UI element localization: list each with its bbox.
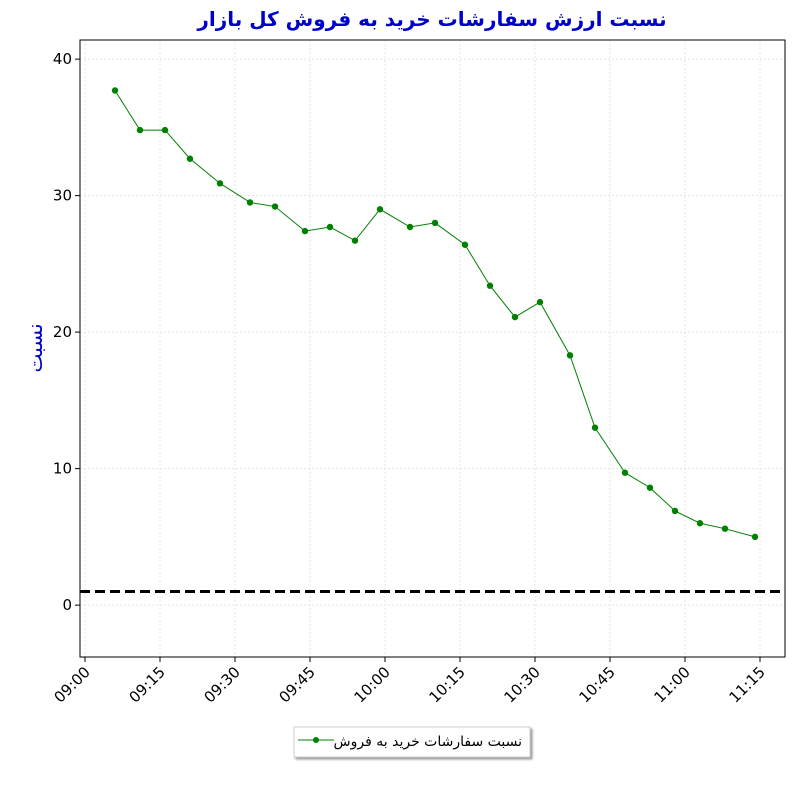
legend bbox=[293, 726, 531, 758]
data-point bbox=[696, 520, 704, 527]
data-point bbox=[621, 469, 629, 476]
legend-marker bbox=[313, 737, 319, 743]
data-point bbox=[376, 206, 384, 213]
plot-frame bbox=[79, 39, 786, 658]
data-point bbox=[751, 533, 759, 541]
data-point bbox=[136, 126, 144, 134]
data-point bbox=[431, 219, 439, 227]
data-point bbox=[111, 87, 119, 94]
data-point bbox=[161, 126, 169, 134]
data-point bbox=[721, 525, 729, 532]
y-tick-label: 40 bbox=[53, 50, 72, 68]
legend-label: نسبت سفارشات خرید به فروش bbox=[334, 734, 522, 750]
data-point bbox=[536, 298, 544, 306]
data-point bbox=[186, 155, 194, 162]
data-point bbox=[486, 282, 494, 289]
data-point bbox=[461, 241, 469, 248]
data-point bbox=[351, 237, 359, 244]
data-point bbox=[271, 203, 279, 210]
data-point bbox=[566, 352, 574, 359]
y-tick-label: 0 bbox=[62, 596, 72, 614]
data-point bbox=[216, 180, 224, 187]
data-point bbox=[646, 484, 654, 491]
data-point bbox=[406, 223, 414, 231]
y-axis-label: نسبت bbox=[23, 323, 47, 372]
data-point bbox=[246, 199, 254, 206]
data-point bbox=[301, 227, 309, 235]
data-point bbox=[591, 424, 599, 431]
y-tick-label: 10 bbox=[53, 460, 72, 478]
y-tick-label: 30 bbox=[53, 187, 72, 205]
chart-title: نسبت ارزش سفارشات خرید به فروش کل بازار bbox=[196, 7, 666, 31]
data-point bbox=[511, 313, 519, 321]
data-point bbox=[671, 507, 679, 515]
data-point bbox=[326, 223, 334, 231]
y-tick-label: 20 bbox=[53, 323, 72, 341]
